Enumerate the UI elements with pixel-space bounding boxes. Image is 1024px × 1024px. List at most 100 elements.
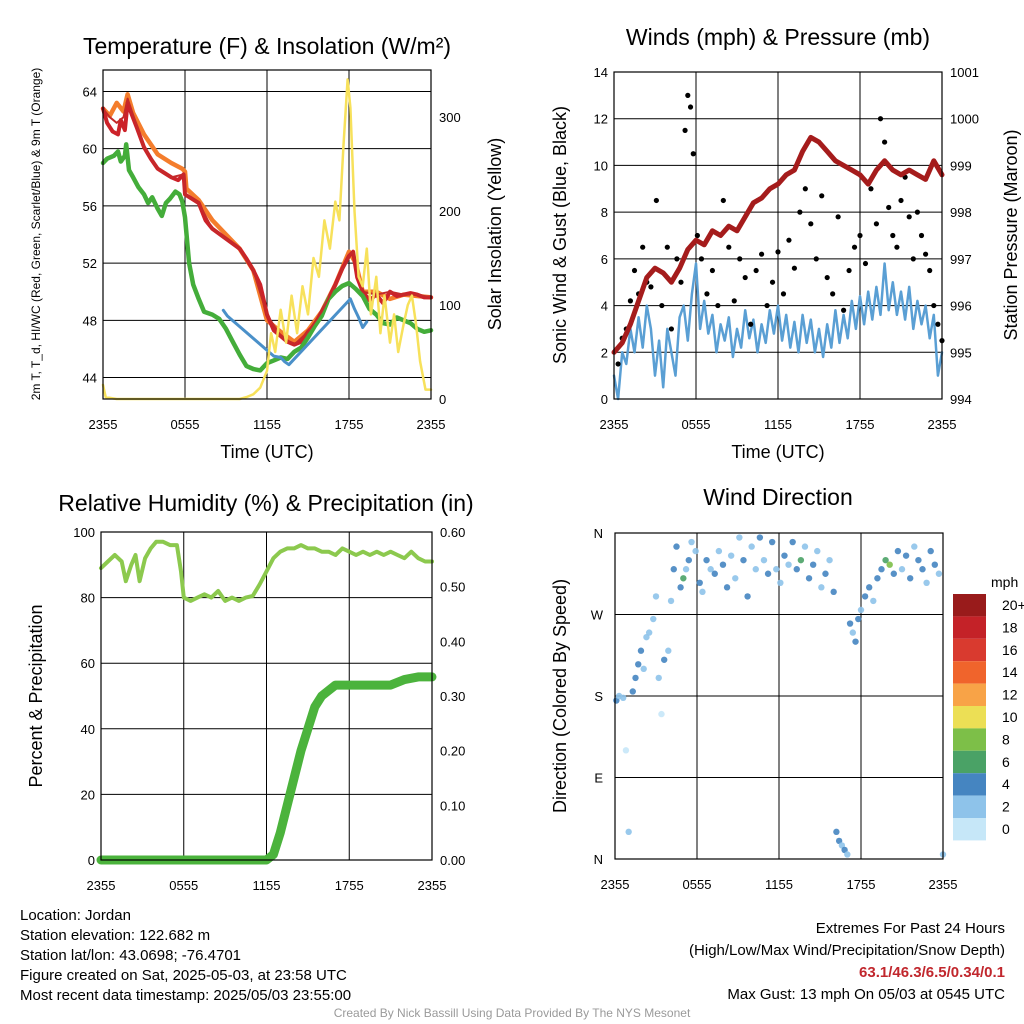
- insolation-right-axis-label: Solar Insolation (Yellow): [485, 138, 505, 330]
- gust-point: [927, 267, 933, 274]
- y-tick-label-left: 64: [83, 84, 97, 99]
- wind-direction-point: [667, 597, 675, 605]
- direction-tick-label: N: [594, 526, 603, 541]
- y-tick-label-right: 995: [950, 345, 972, 360]
- y-tick-label-left: 0: [601, 392, 608, 407]
- wind-direction-point: [680, 575, 687, 582]
- y-tick-label-right: 0.10: [440, 798, 465, 813]
- gust-point: [631, 267, 638, 274]
- wind-direction-point: [645, 629, 653, 636]
- temperature-plot-frame: [102, 69, 432, 400]
- gust-point: [648, 284, 654, 290]
- legend-swatch: [953, 728, 986, 751]
- wind-direction-point: [723, 584, 731, 591]
- x-tick-label: 2355: [600, 417, 629, 432]
- gust-point: [894, 244, 900, 250]
- wind-direction-point: [781, 552, 788, 559]
- wind-direction-tick-labels: 2355 0555 1155 1755 2355 N E S W N: [591, 526, 958, 892]
- x-tick-label: 1155: [253, 417, 281, 432]
- gust-point: [687, 104, 694, 110]
- gust-point: [935, 321, 941, 327]
- wind-direction-point: [818, 584, 825, 591]
- wind-direction-point: [748, 543, 755, 550]
- gust-point: [819, 193, 825, 199]
- wind-direction-point: [855, 615, 862, 623]
- legend-label: 0: [1002, 821, 1010, 837]
- wind-direction-point: [844, 851, 851, 858]
- gust-point: [791, 265, 798, 271]
- wind-direction-point: [665, 647, 672, 654]
- gust-point: [808, 221, 814, 227]
- x-tick-label: 1755: [335, 417, 364, 432]
- gust-point: [720, 197, 726, 204]
- gust-point: [726, 244, 732, 250]
- wind-speed-legend-title: mph: [991, 574, 1018, 590]
- temperature-series: [100, 78, 434, 401]
- y-tick-label-left: 40: [81, 722, 95, 737]
- winds-plot-frame: [613, 71, 943, 400]
- extremes-values: 63.1/46.3/6.5/0.34/0.1: [859, 964, 1005, 981]
- series-solar-insolation: [101, 78, 433, 401]
- direction-tick-label: W: [591, 608, 604, 623]
- wind-direction-point: [673, 543, 680, 550]
- wind-direction-plot-frame: [614, 532, 944, 860]
- y-tick-label-right: 996: [950, 299, 972, 314]
- legend-label: 12: [1002, 687, 1018, 703]
- station-location: Location: Jordan: [20, 907, 131, 924]
- gust-point: [857, 232, 863, 239]
- wind-direction-point: [911, 543, 918, 550]
- wind-direction-point: [727, 552, 735, 559]
- y-tick-label-right: 0.00: [440, 853, 465, 868]
- wind-direction-point: [907, 575, 914, 582]
- gust-point: [841, 307, 847, 313]
- x-tick-label: 1155: [253, 878, 281, 893]
- gust-point: [830, 291, 836, 297]
- wind-direction-point: [886, 561, 893, 568]
- gust-point: [775, 249, 781, 255]
- wind-direction-point: [809, 561, 817, 568]
- winds-pressure-panel: Winds (mph) & Pressure (mb) 2355 0555 1155…: [550, 24, 1021, 462]
- legend-label: 14: [1002, 664, 1018, 680]
- x-tick-label: 0555: [171, 417, 200, 432]
- series-station-pressure: [611, 134, 945, 355]
- wind-direction-point: [699, 588, 706, 596]
- x-tick-label: 1755: [847, 877, 876, 892]
- y-tick-label-left: 8: [601, 205, 608, 220]
- wind-direction-point: [797, 556, 805, 564]
- series-hi-wc: [102, 97, 432, 346]
- wind-direction-panel-title: Wind Direction: [703, 484, 853, 510]
- y-tick-label-right: 0: [439, 392, 446, 407]
- wind-direction-point: [789, 538, 796, 546]
- y-tick-label-left: 48: [83, 313, 97, 328]
- gust-point: [906, 214, 912, 220]
- winds-x-axis-label: Time (UTC): [731, 442, 824, 462]
- x-tick-label: 1755: [846, 417, 875, 432]
- legend-label: 16: [1002, 642, 1018, 658]
- gust-point: [780, 291, 787, 297]
- wind-speed-legend: mph 20+ 18 16 14 12 10 8 6 4 2 0: [953, 574, 1024, 841]
- legend-swatch: [953, 616, 986, 639]
- wind-direction-point: [655, 674, 662, 682]
- y-tick-label-left: 100: [73, 525, 95, 540]
- series-relative-humidity: [99, 539, 434, 603]
- y-tick-label-left: 2: [601, 345, 608, 360]
- y-tick-label-right: 300: [439, 110, 461, 125]
- legend-swatch: [953, 638, 986, 662]
- legend-label: 8: [1002, 731, 1010, 747]
- direction-tick-label: N: [594, 852, 603, 867]
- extremes-heading: Extremes For Past 24 Hours: [815, 920, 1005, 937]
- y-tick-label-right: 997: [950, 252, 972, 267]
- wind-direction-point: [732, 575, 739, 582]
- wind-direction-point: [629, 688, 636, 695]
- gust-point: [698, 256, 705, 262]
- wind-direction-points: [613, 534, 947, 858]
- gust-point: [846, 267, 852, 274]
- x-tick-label: 1155: [764, 417, 792, 432]
- wind-direction-point: [866, 584, 873, 591]
- wind-direction-point: [637, 647, 645, 654]
- legend-label: 18: [1002, 619, 1018, 635]
- wind-direction-point: [830, 588, 837, 596]
- wind-direction-point: [785, 561, 792, 568]
- wind-direction-point: [640, 665, 647, 673]
- gust-point: [668, 326, 675, 332]
